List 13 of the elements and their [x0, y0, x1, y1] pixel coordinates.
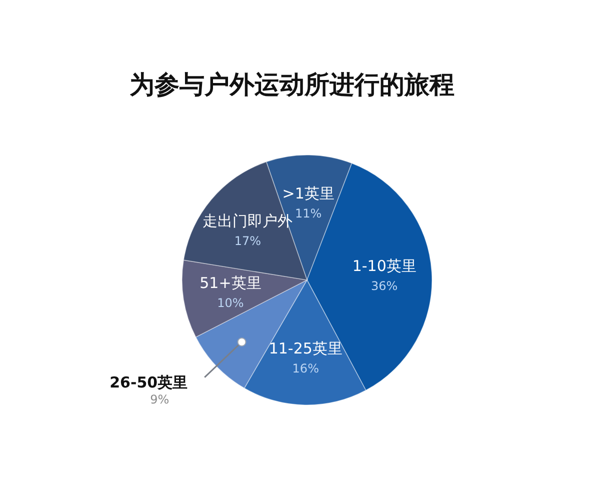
slice-label: 1-10英里	[352, 257, 416, 276]
data-label: 10%	[217, 296, 244, 310]
slice-label: 11-25英里	[268, 339, 342, 358]
data-label: 11%	[295, 206, 322, 221]
slice-label: 走出门即户外	[202, 212, 293, 230]
data-label: 16%	[292, 361, 319, 376]
slice-label: >1英里	[282, 184, 334, 203]
slice-label: 26-50英里	[110, 373, 188, 392]
data-label: 9%	[150, 392, 170, 406]
chart-title: 为参与户外运动所进行的旅程	[128, 69, 456, 101]
data-label: 17%	[234, 234, 262, 248]
slice-label: 51+英里	[200, 274, 262, 292]
data-label: 36%	[371, 279, 398, 294]
